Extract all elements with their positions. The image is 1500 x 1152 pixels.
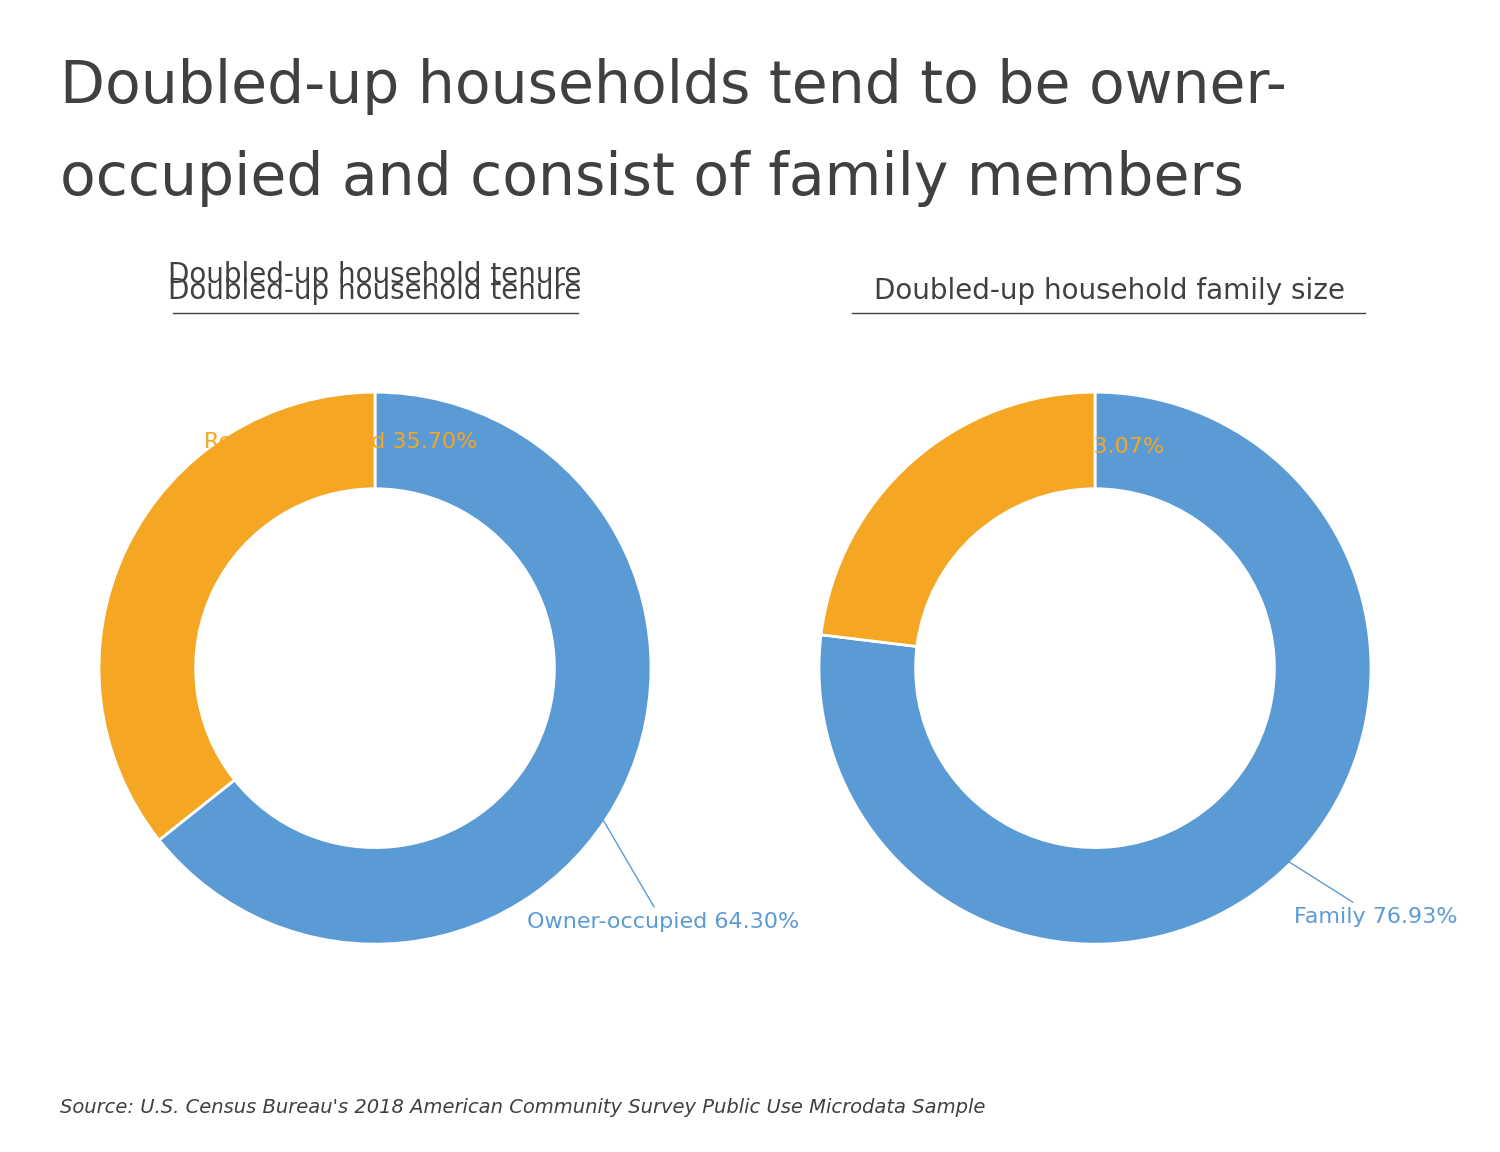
Text: Source: U.S. Census Bureau's 2018 American Community Survey Public Use Microdata: Source: U.S. Census Bureau's 2018 Americ… <box>60 1099 986 1117</box>
Text: Family 76.93%: Family 76.93% <box>1240 831 1456 926</box>
Text: Non-family 23.07%: Non-family 23.07% <box>951 438 1164 506</box>
Wedge shape <box>819 392 1371 945</box>
Text: occupied and consist of family members: occupied and consist of family members <box>60 150 1243 206</box>
Text: Owner-occupied 64.30%: Owner-occupied 64.30% <box>526 764 800 932</box>
Text: Doubled-up household tenure: Doubled-up household tenure <box>168 278 582 305</box>
Text: Doubled-up household tenure: Doubled-up household tenure <box>168 260 582 289</box>
Wedge shape <box>99 392 375 840</box>
Text: Renter-occupied 35.70%: Renter-occupied 35.70% <box>183 432 477 573</box>
Text: Doubled-up households tend to be owner-: Doubled-up households tend to be owner- <box>60 58 1287 114</box>
Wedge shape <box>159 392 651 945</box>
Text: Doubled-up household family size: Doubled-up household family size <box>874 278 1346 305</box>
Wedge shape <box>821 392 1095 646</box>
